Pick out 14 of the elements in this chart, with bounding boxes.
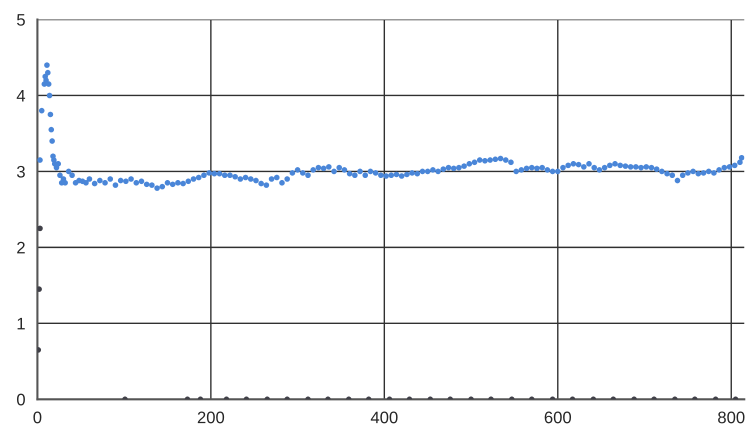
x-tick-label: 600 [544, 412, 572, 424]
y-tick-label: 4 [16, 90, 26, 102]
point [37, 347, 42, 353]
point [37, 286, 42, 292]
x-tick-label: 200 [198, 412, 224, 424]
y-tick-label: 2 [17, 242, 25, 254]
y-tick-label: 0 [16, 394, 25, 406]
point [37, 226, 43, 232]
x-tick-label: 800 [718, 412, 745, 424]
y-tick-label: 5 [16, 14, 25, 26]
x-tick-label: 0 [33, 412, 42, 424]
y-tick-label: 3 [16, 166, 25, 178]
y-tick-label: 1 [18, 318, 25, 330]
x-tick-label: 400 [370, 412, 398, 424]
